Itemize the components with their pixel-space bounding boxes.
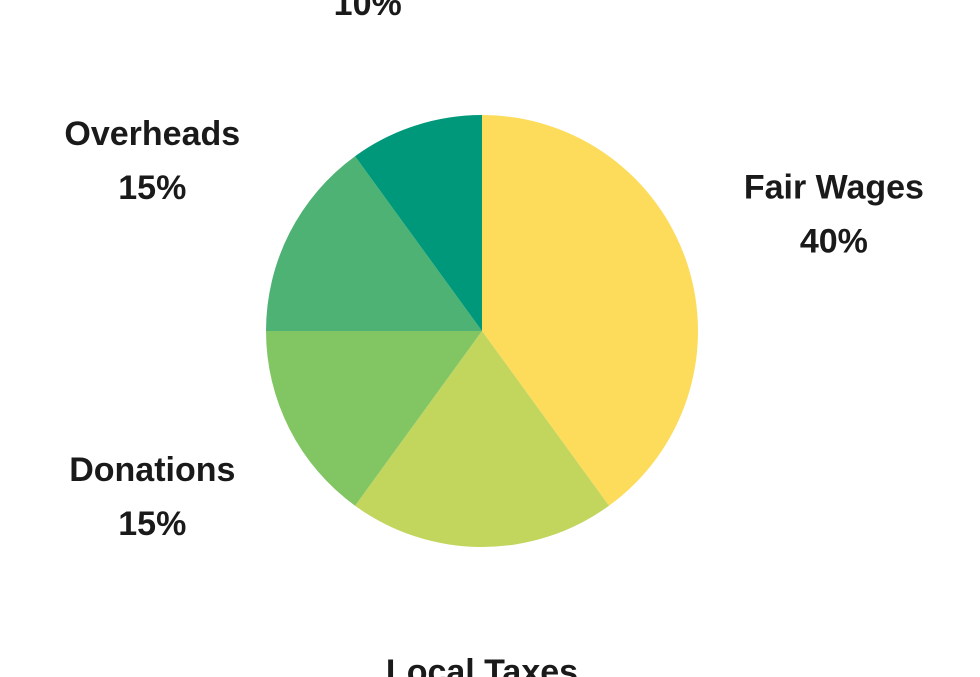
pie-slices: [266, 115, 699, 548]
pie-slice-overheads: [266, 156, 482, 331]
slice-label-fair-wages: Fair Wages: [744, 169, 924, 207]
slice-value-overheads: 15%: [118, 169, 186, 207]
pie-slice-fair-wages: [482, 115, 699, 506]
slice-value-donations: 15%: [118, 505, 186, 543]
slice-label-overheads: Overheads: [64, 115, 240, 153]
pie-slice-donations: [266, 331, 482, 506]
pie-slice-local-taxes: [355, 331, 609, 548]
slice-label-local-taxes: Local Taxes: [386, 653, 578, 677]
pie-slice-marketing: [355, 115, 482, 331]
slice-value-fair-wages: 40%: [800, 223, 868, 261]
slice-value-marketing: 10%: [334, 0, 402, 23]
slice-label-donations: Donations: [69, 451, 235, 489]
